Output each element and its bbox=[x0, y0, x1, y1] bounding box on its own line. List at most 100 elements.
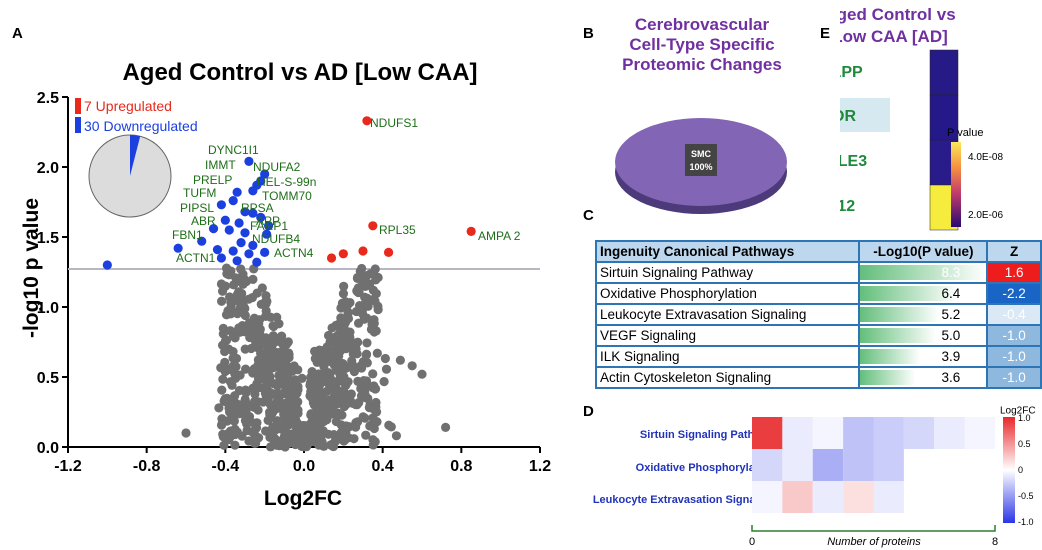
data-point-nonsignificant bbox=[384, 420, 394, 430]
data-point-nonsignificant bbox=[356, 361, 366, 371]
heatmap-d-cell bbox=[812, 449, 844, 481]
data-point-nonsignificant bbox=[242, 425, 252, 436]
data-point-nonsignificant bbox=[293, 408, 303, 418]
x-tick: 0 bbox=[749, 536, 755, 548]
data-point-nonsignificant bbox=[284, 418, 294, 428]
gene-label: PIPSL bbox=[180, 201, 214, 215]
pie-pct: 100% bbox=[689, 162, 712, 172]
pathway-heatmap-panel: Sirtuin Signaling Pathway Oxidative Phos… bbox=[593, 405, 1036, 548]
data-point-nonsignificant bbox=[280, 431, 290, 441]
y-tick-label: 1.0 bbox=[37, 300, 59, 317]
table-header: -Log10(P value) bbox=[858, 240, 989, 263]
data-point-nonsignificant bbox=[308, 383, 318, 393]
data-point-upregulated bbox=[326, 253, 337, 263]
data-point-downregulated bbox=[248, 208, 258, 218]
cell-type-pie-panel: Cerebrovascular Cell-Type Specific Prote… bbox=[615, 15, 787, 214]
pvalue-bar bbox=[860, 286, 958, 301]
data-point-nonsignificant bbox=[228, 353, 238, 363]
pie-title-line: Cerebrovascular bbox=[635, 15, 770, 34]
data-point-nonsignificant bbox=[369, 423, 379, 434]
heatmap-d-cell bbox=[782, 417, 813, 449]
data-point-downregulated bbox=[220, 215, 230, 225]
heatmap-d-cell bbox=[782, 481, 813, 513]
data-point-nonsignificant bbox=[314, 440, 324, 450]
data-point-nonsignificant bbox=[285, 403, 295, 414]
panel-label-a: A bbox=[12, 25, 23, 42]
data-point-upregulated bbox=[383, 247, 394, 257]
gene-label: RPL35 bbox=[379, 223, 416, 237]
pie-title-line: Cell-Type Specific bbox=[629, 35, 774, 54]
data-point-nonsignificant bbox=[330, 360, 341, 370]
pvalue-text: 5.2 bbox=[941, 307, 961, 322]
table-row: VEGF Signaling 5.0 -1.0 bbox=[594, 324, 1042, 347]
data-point-nonsignificant bbox=[319, 409, 329, 419]
data-point-nonsignificant bbox=[238, 269, 248, 279]
heatmap-d-cell bbox=[964, 417, 995, 449]
data-point-nonsignificant bbox=[214, 403, 224, 413]
data-point-nonsignificant bbox=[266, 428, 277, 438]
data-point-nonsignificant bbox=[255, 340, 265, 350]
pvalue-bar bbox=[860, 370, 915, 385]
data-point-nonsignificant bbox=[362, 338, 372, 348]
data-point-nonsignificant bbox=[352, 287, 363, 297]
data-point-downregulated bbox=[224, 225, 234, 235]
data-point-nonsignificant bbox=[361, 350, 371, 360]
data-point-nonsignificant bbox=[372, 348, 382, 358]
legend-down-label: 30 Downregulated bbox=[84, 118, 198, 134]
data-point-nonsignificant bbox=[369, 327, 379, 337]
x-tick-label: -0.4 bbox=[212, 458, 240, 475]
data-point-nonsignificant bbox=[380, 353, 390, 364]
data-point-nonsignificant bbox=[232, 427, 242, 437]
data-point-nonsignificant bbox=[353, 376, 363, 387]
zscore-cell: 1.6 bbox=[986, 261, 1042, 284]
heatmap-d-cell bbox=[752, 449, 783, 481]
pvalue-cell: 5.0 bbox=[858, 324, 989, 347]
data-point-downregulated bbox=[216, 253, 226, 263]
data-point-downregulated bbox=[232, 187, 242, 197]
data-point-nonsignificant bbox=[266, 354, 276, 364]
gene-label: NDUFS1 bbox=[370, 116, 418, 130]
data-point-upregulated bbox=[338, 249, 348, 259]
data-point-downregulated bbox=[260, 247, 270, 257]
panel-label-e: E bbox=[820, 25, 831, 42]
pvalue-heatmap-panel: Aged Control vs Low CAA [AD] CLPP RICTOR… bbox=[840, 5, 1003, 231]
data-point-nonsignificant bbox=[223, 306, 233, 316]
gene-label: ABR bbox=[191, 214, 216, 228]
data-point-nonsignificant bbox=[334, 351, 344, 361]
gene-label: HEL-S-99n bbox=[257, 175, 316, 189]
pvalue-bar bbox=[860, 328, 937, 343]
data-point-nonsignificant bbox=[281, 388, 291, 398]
data-point-downregulated bbox=[244, 156, 254, 166]
data-point-nonsignificant bbox=[230, 440, 240, 450]
zscore-cell: -1.0 bbox=[986, 366, 1042, 389]
heatmap-e-title-line: Aged Control vs bbox=[840, 5, 956, 24]
gene-label: ACTN1 bbox=[176, 251, 216, 265]
data-point-nonsignificant bbox=[351, 306, 361, 317]
data-point-nonsignificant bbox=[241, 364, 251, 374]
data-point-downregulated bbox=[102, 260, 112, 270]
pvalue-text: 5.0 bbox=[941, 328, 961, 343]
gene-label: RPSA bbox=[241, 201, 274, 215]
data-point-nonsignificant bbox=[260, 388, 270, 398]
colorbar-title: Log2FC bbox=[1000, 405, 1036, 416]
data-point-nonsignificant bbox=[329, 386, 340, 396]
x-tick-label: 0.4 bbox=[372, 458, 394, 475]
data-point-downregulated bbox=[244, 249, 254, 259]
data-point-nonsignificant bbox=[311, 353, 321, 363]
gene-label: TUFM bbox=[183, 186, 216, 200]
legend-up-swatch bbox=[75, 98, 81, 114]
colorbar-title: P value bbox=[947, 127, 984, 139]
data-point-nonsignificant bbox=[268, 321, 278, 331]
data-point-nonsignificant bbox=[311, 422, 322, 433]
data-point-downregulated bbox=[264, 221, 274, 231]
data-point-nonsignificant bbox=[264, 370, 274, 380]
data-point-nonsignificant bbox=[261, 296, 271, 306]
data-point-nonsignificant bbox=[314, 345, 325, 355]
data-point-nonsignificant bbox=[352, 272, 363, 283]
mini-pie-chart bbox=[88, 134, 172, 218]
colorbar-tick: 1.0 bbox=[1018, 413, 1031, 423]
y-tick-label: 2.5 bbox=[37, 90, 59, 107]
data-point-downregulated bbox=[208, 224, 219, 234]
data-point-nonsignificant bbox=[231, 273, 241, 283]
highlight-box bbox=[840, 98, 890, 132]
